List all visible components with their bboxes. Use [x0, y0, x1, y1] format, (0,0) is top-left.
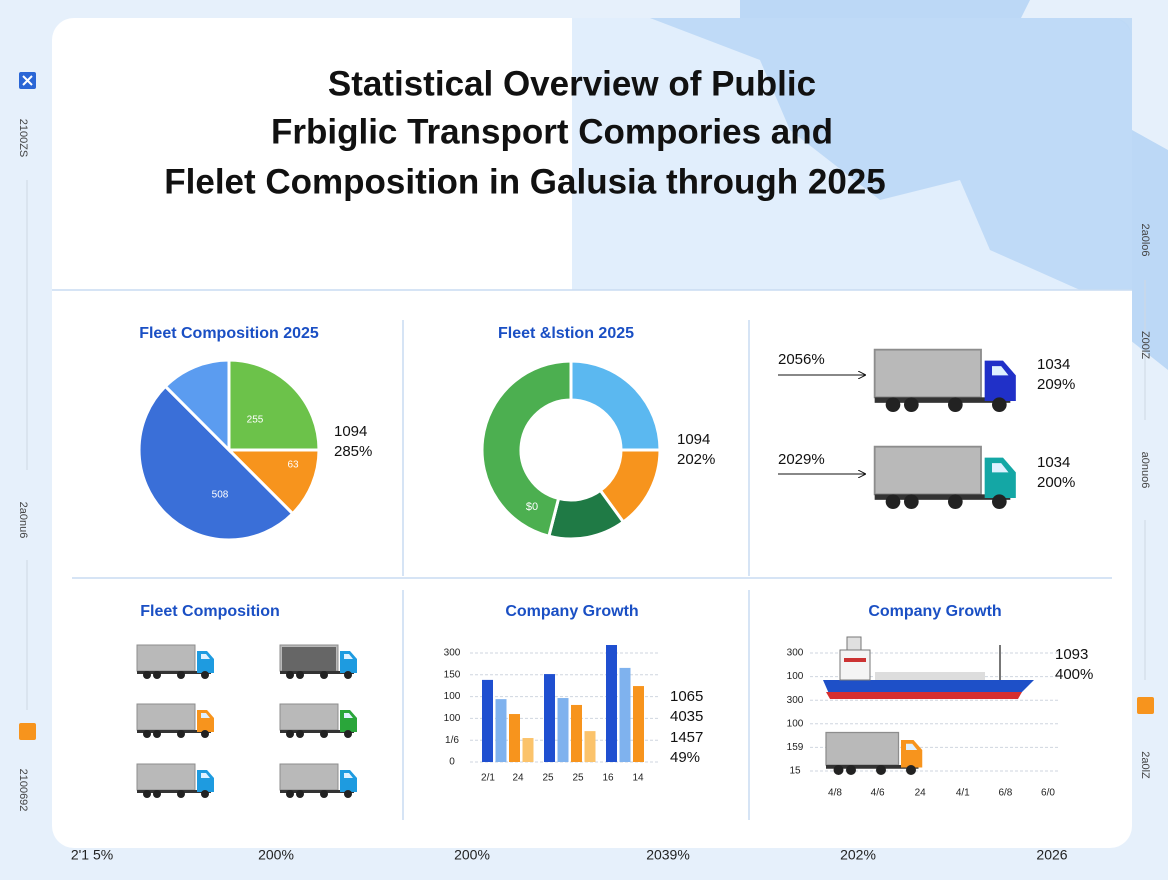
map-region: [650, 18, 1132, 290]
panel-title: Fleet &lstion 2025: [498, 325, 634, 342]
panel-title: Fleet Composition: [140, 603, 280, 620]
bar-note: 1457: [670, 729, 703, 746]
y-tick-label: 300: [787, 695, 804, 706]
x-tick-label: 24: [915, 788, 927, 799]
footer-label: 2039%: [646, 847, 690, 863]
note: 202%: [677, 451, 715, 468]
x-tick-label: 16: [602, 773, 614, 784]
title-line: Statistical Overview of Public: [328, 64, 816, 103]
panel-title: Company Growth: [505, 603, 638, 620]
donut-chart: [480, 359, 662, 541]
slice-label: 508: [212, 490, 229, 501]
rail-label: 2100ZS: [17, 119, 29, 158]
y-tick-label: 15: [789, 766, 801, 777]
footer-label: 2'1 5%: [71, 847, 113, 863]
x-tick-label: 25: [572, 773, 584, 784]
ship-note: 1093: [1055, 646, 1088, 663]
footer-label: 202%: [840, 847, 876, 863]
bar: [544, 674, 555, 762]
note: 285%: [334, 443, 372, 460]
bar: [633, 686, 644, 762]
y-tick-label: 100: [787, 671, 804, 682]
arrow-note: 200%: [1037, 474, 1075, 491]
bar-note: 49%: [670, 749, 700, 766]
bar-note: 4035: [670, 708, 703, 725]
title-line: Frbiglic Transport Compories and: [271, 112, 833, 151]
slice-label: $0: [526, 501, 538, 513]
panel-title: Company Growth: [868, 603, 1001, 620]
y-tick-label: 100: [444, 713, 461, 724]
y-tick-label: 150: [444, 669, 461, 680]
y-tick-label: 0: [449, 757, 455, 768]
x-tick-label: 4/1: [956, 788, 970, 799]
rail-label: 2a0lZ: [1139, 751, 1151, 779]
footer-label: 2026: [1036, 847, 1067, 863]
y-tick-label: 300: [787, 648, 804, 659]
slice: [137, 384, 295, 542]
slice-label: 255: [247, 415, 264, 426]
ship: [823, 636, 1034, 699]
note: 1094: [677, 431, 710, 448]
bar: [557, 698, 569, 762]
rail-label: 2a0nu6: [17, 502, 29, 539]
pie-chart: [137, 358, 321, 542]
x-tick-label: 24: [512, 773, 524, 784]
slice-label: 63: [287, 460, 299, 471]
bar: [482, 679, 493, 762]
slice: [163, 358, 231, 454]
rail-label: 2a0lo6: [1139, 223, 1151, 256]
x-tick-label: 6/8: [998, 788, 1012, 799]
y-tick-label: 100: [787, 718, 804, 729]
bar: [509, 714, 520, 762]
bar-chart: 300 150 100 100 1/6 0 2/1 24 25 25 16 14: [444, 645, 660, 784]
ship-note: 400%: [1055, 666, 1093, 683]
y-tick-label: 159: [787, 742, 804, 753]
y-tick-label: 100: [444, 691, 461, 702]
x-tick-label: 25: [542, 773, 554, 784]
bar-note: 1065: [670, 688, 703, 705]
arrow-label: 2056%: [778, 351, 825, 368]
y-tick-label: 300: [444, 648, 461, 659]
x-tick-label: 4/8: [828, 788, 842, 799]
bar: [571, 704, 582, 762]
arrow-note: 1034: [1037, 356, 1070, 373]
footer-label: 200%: [454, 847, 490, 863]
bar: [495, 699, 507, 762]
x-tick-label: 2/1: [481, 773, 495, 784]
rail-label: a0nuo6: [1139, 452, 1151, 489]
x-tick-label: 4/6: [871, 788, 885, 799]
y-tick-label: 1/6: [445, 735, 459, 746]
title-line: Flelet Composition in Galusia through 20…: [164, 162, 885, 201]
rail-icon-glyph: [22, 75, 33, 86]
panel-title: Fleet Composition 2025: [139, 325, 319, 342]
note: 1094: [334, 423, 367, 440]
footer-label: 200%: [258, 847, 294, 863]
x-tick-label: 14: [632, 773, 644, 784]
bar: [584, 731, 596, 762]
arrow-note: 209%: [1037, 376, 1075, 393]
arrow-note: 1034: [1037, 454, 1070, 471]
slice: [480, 359, 573, 539]
rail-label: Z00lZ: [1139, 331, 1151, 359]
bar: [619, 667, 631, 762]
x-tick-label: 6/0: [1041, 788, 1055, 799]
footer: 2'1 5% 200% 200% 2039% 202% 2026: [71, 847, 1068, 863]
rail-label: 2100692: [17, 769, 29, 812]
rail-icon: [1137, 697, 1154, 714]
arrow-label: 2029%: [778, 451, 825, 468]
slice: [227, 358, 321, 452]
rail-icon: [19, 723, 36, 740]
bar: [522, 738, 534, 762]
bar: [606, 645, 617, 762]
truck-dark-trailer: [282, 647, 336, 671]
